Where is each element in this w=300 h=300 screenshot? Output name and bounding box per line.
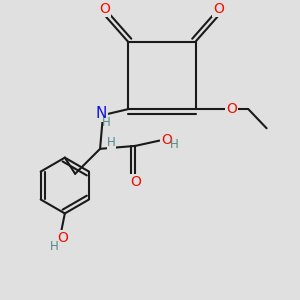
Text: H: H	[107, 136, 116, 149]
Text: O: O	[226, 102, 237, 116]
Text: O: O	[99, 2, 110, 16]
Text: O: O	[214, 2, 224, 16]
Text: H: H	[50, 240, 58, 253]
Text: N: N	[96, 106, 107, 121]
Text: O: O	[161, 133, 172, 147]
Text: O: O	[130, 175, 141, 189]
Text: H: H	[170, 138, 179, 151]
Text: H: H	[102, 116, 111, 130]
Text: O: O	[57, 231, 68, 245]
